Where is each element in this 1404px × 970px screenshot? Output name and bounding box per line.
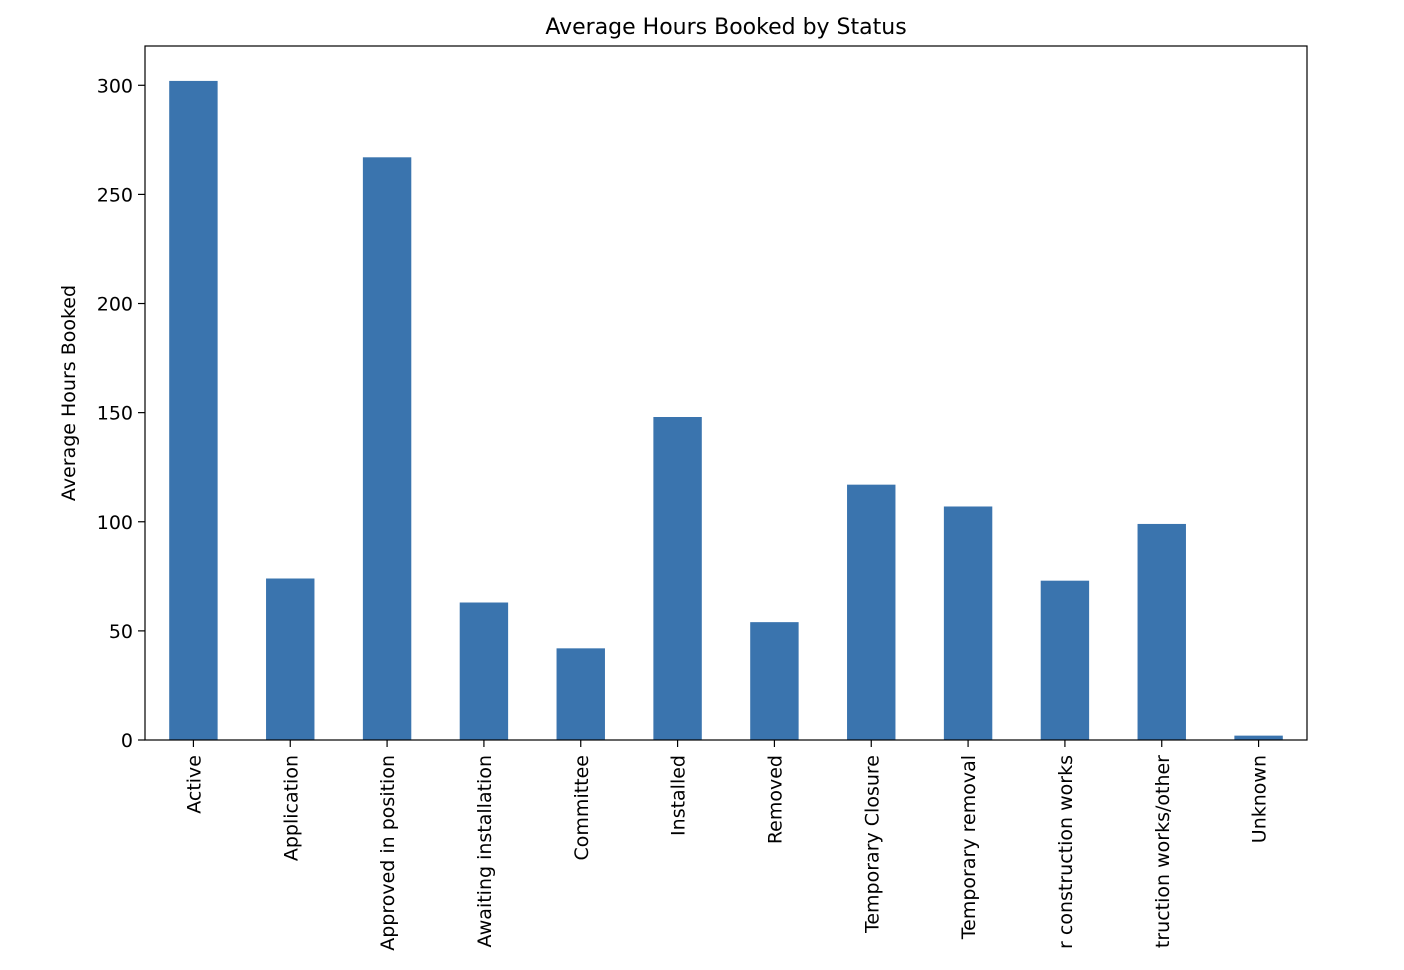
x-tick-label: Installed [668,755,690,836]
bar [169,80,218,741]
y-tick-label: 0 [121,730,133,752]
y-axis-label: Average Hours Booked [58,285,80,501]
plot-frame [144,45,1308,741]
x-tick-label: Active [183,755,205,814]
bar [556,648,605,740]
y-tick-label: 150 [97,403,133,425]
x-tick-label: Unknown [1249,755,1271,843]
y-tick-label: 100 [97,512,133,534]
x-tick-label: Removed [764,755,786,844]
x-tick-label: Approved in position [377,755,399,951]
bar [750,622,799,740]
bar [459,602,509,740]
y-tick-label: 250 [97,184,133,206]
x-tick-label: truction works/other [1152,755,1174,948]
x-tick-label: Temporary Closure [861,755,883,934]
bar [362,157,412,740]
bar [1137,523,1186,740]
x-tick-label: Application [280,755,302,861]
y-tick-label: 50 [109,621,133,643]
bar [943,506,993,740]
x-tick-label: Committee [571,755,593,860]
bar [266,578,315,740]
x-tick-label: Temporary removal [958,755,980,940]
bar [1234,735,1283,740]
x-tick-label: r construction works [1055,755,1077,949]
bar [1040,580,1090,740]
bar [653,417,702,740]
chart-title: Average Hours Booked by Status [545,15,906,40]
y-tick-label: 200 [97,294,133,316]
y-tick-label: 300 [97,75,133,97]
x-tick-label: Awaiting installation [474,755,496,947]
bar [847,484,896,740]
